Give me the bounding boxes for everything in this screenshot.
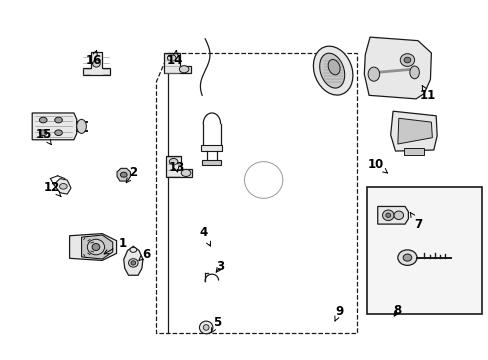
Ellipse shape (77, 119, 86, 134)
Ellipse shape (55, 130, 62, 136)
Ellipse shape (382, 210, 393, 221)
Ellipse shape (92, 60, 100, 67)
Polygon shape (403, 148, 424, 155)
Ellipse shape (120, 172, 127, 177)
Ellipse shape (87, 239, 104, 255)
Ellipse shape (385, 213, 390, 217)
Ellipse shape (60, 184, 67, 189)
Polygon shape (202, 160, 221, 165)
Ellipse shape (367, 67, 379, 81)
Text: 5: 5 (211, 316, 221, 333)
Polygon shape (390, 111, 436, 151)
Ellipse shape (128, 259, 138, 267)
Ellipse shape (169, 158, 178, 165)
Text: 13: 13 (168, 161, 184, 174)
Text: 8: 8 (393, 304, 401, 317)
Polygon shape (117, 168, 130, 181)
Polygon shape (123, 246, 142, 275)
Ellipse shape (313, 46, 352, 95)
Text: 11: 11 (419, 86, 435, 102)
Ellipse shape (399, 54, 414, 66)
Text: 15: 15 (36, 129, 52, 145)
Text: 14: 14 (166, 50, 183, 67)
Polygon shape (166, 156, 191, 177)
Text: 16: 16 (85, 50, 102, 67)
Text: 10: 10 (367, 158, 386, 173)
Polygon shape (201, 145, 222, 151)
Polygon shape (54, 179, 71, 194)
Polygon shape (397, 118, 431, 144)
Ellipse shape (393, 211, 403, 220)
Text: 2: 2 (126, 166, 137, 183)
Ellipse shape (179, 66, 188, 73)
Polygon shape (81, 235, 112, 259)
Ellipse shape (397, 250, 416, 265)
Text: 3: 3 (216, 260, 224, 273)
Ellipse shape (55, 117, 62, 123)
Ellipse shape (327, 59, 339, 75)
Ellipse shape (181, 170, 190, 176)
Ellipse shape (167, 55, 176, 61)
Ellipse shape (203, 325, 208, 330)
Ellipse shape (92, 243, 100, 251)
Ellipse shape (130, 247, 137, 252)
Bar (366, 187, 481, 314)
Polygon shape (364, 37, 430, 99)
Polygon shape (156, 53, 356, 333)
Ellipse shape (40, 130, 47, 136)
Ellipse shape (403, 57, 410, 63)
Polygon shape (163, 53, 190, 73)
Ellipse shape (199, 321, 212, 334)
Ellipse shape (319, 53, 344, 88)
Text: 7: 7 (409, 212, 421, 231)
Ellipse shape (409, 66, 419, 79)
Polygon shape (69, 234, 116, 260)
Text: 1: 1 (104, 237, 126, 254)
Ellipse shape (40, 117, 47, 123)
Polygon shape (82, 52, 110, 75)
Text: 12: 12 (43, 181, 61, 197)
Text: 4: 4 (199, 226, 210, 246)
Polygon shape (32, 113, 77, 140)
Ellipse shape (131, 261, 136, 265)
Polygon shape (377, 207, 407, 224)
Ellipse shape (402, 254, 411, 261)
Text: 6: 6 (139, 248, 150, 261)
Text: 9: 9 (334, 305, 343, 321)
